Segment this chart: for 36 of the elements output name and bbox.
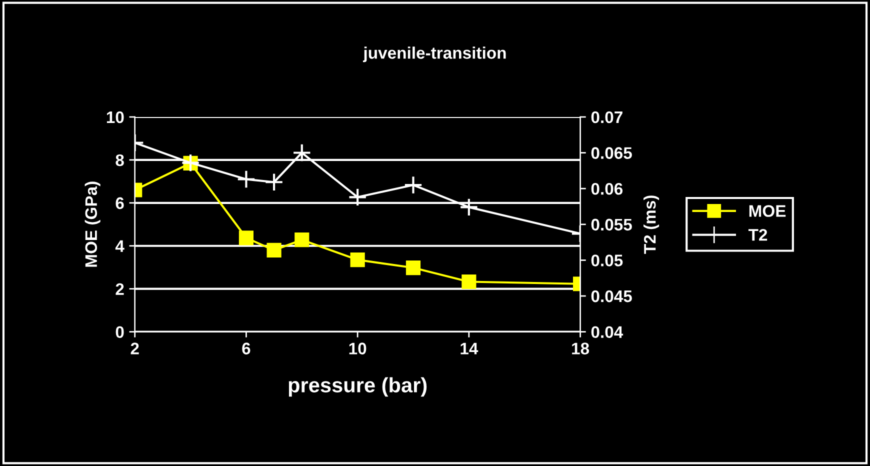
point	[350, 252, 365, 268]
point	[460, 198, 478, 217]
point	[348, 188, 367, 207]
point	[462, 274, 476, 290]
y2-tick-label: 0.06	[591, 182, 623, 195]
x-tick-label: 2	[130, 342, 139, 354]
y2-tick-label: 0.055	[591, 218, 632, 231]
y-axis-title: MOE (GPa)	[84, 182, 100, 267]
y-tick-label: 8	[116, 154, 124, 166]
point	[294, 232, 310, 248]
point	[406, 260, 421, 276]
y-tick-label: 6	[116, 197, 124, 210]
y2-axis-title: T2 (ms)	[644, 196, 660, 254]
x-tick-label: 14	[460, 342, 478, 354]
y2-tick-label: 0.045	[591, 290, 632, 302]
x-tick-label: 6	[242, 342, 250, 354]
y2-tick-label: 0.065	[591, 147, 632, 159]
point	[264, 172, 284, 192]
point	[238, 230, 254, 246]
y-tick-label: 0	[116, 326, 124, 338]
point	[266, 242, 282, 258]
y-tick-label: 4	[115, 240, 124, 252]
y-tick-label: 2	[116, 283, 124, 295]
y-tick-label: 10	[106, 111, 124, 124]
chart-title: juvenile-transition	[362, 46, 506, 62]
y2-tick-label: 0.07	[591, 111, 622, 124]
point	[404, 176, 423, 194]
y2-tick-label: 0.05	[591, 254, 623, 266]
legend-label: MOE	[749, 205, 786, 217]
point	[236, 170, 256, 189]
point	[292, 143, 312, 162]
x-tick-label: 10	[349, 342, 366, 354]
x-tick-label: 18	[572, 342, 590, 354]
legend-label: T2	[748, 228, 768, 241]
y2-tick-label: 0.04	[591, 326, 624, 338]
x-axis-title: pressure (bar)	[288, 377, 427, 397]
